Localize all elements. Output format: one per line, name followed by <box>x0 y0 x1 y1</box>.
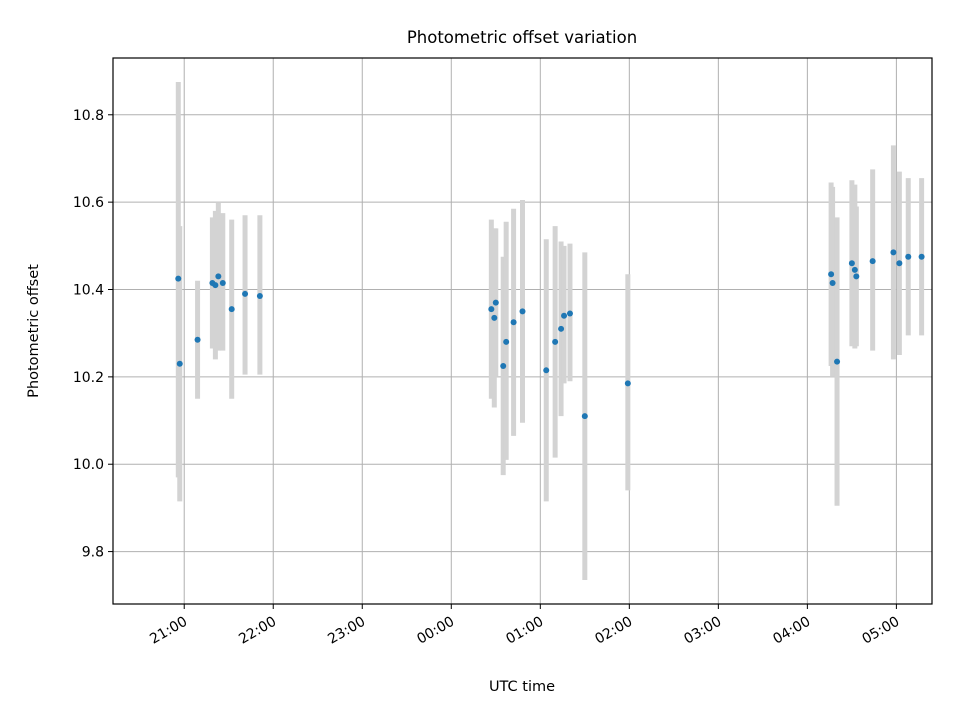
data-point <box>519 308 526 315</box>
data-point <box>212 282 219 289</box>
y-tick-label: 10.2 <box>73 370 104 386</box>
data-point <box>848 260 855 267</box>
data-point <box>890 249 897 256</box>
data-point <box>624 380 631 387</box>
x-tick-label: 05:00 <box>859 614 902 648</box>
data-point <box>918 253 925 260</box>
data-point <box>492 299 499 306</box>
data-point <box>905 253 912 260</box>
data-point <box>488 306 495 313</box>
data-point <box>256 293 263 300</box>
data-point <box>228 306 235 313</box>
data-point <box>503 338 510 345</box>
data-point <box>896 260 903 267</box>
y-tick-label: 10.8 <box>73 108 104 124</box>
data-point <box>242 290 249 297</box>
data-point <box>500 362 507 369</box>
data-point <box>829 279 836 286</box>
data-point <box>834 358 841 365</box>
data-point <box>552 338 559 345</box>
plot-frame <box>112 57 933 605</box>
x-tick-label: 02:00 <box>592 614 635 648</box>
y-tick-label: 10.4 <box>73 283 104 299</box>
data-point <box>215 273 222 280</box>
error-bars <box>175 82 925 580</box>
y-tick-label: 9.8 <box>82 545 104 561</box>
data-point <box>543 367 550 374</box>
data-point <box>175 275 182 282</box>
data-point <box>491 314 498 321</box>
x-tick-label: 01:00 <box>503 614 546 648</box>
data-point <box>853 273 860 280</box>
x-tick-label: 22:00 <box>236 614 279 648</box>
y-tick-label: 10.0 <box>73 457 104 473</box>
data-point <box>510 319 517 326</box>
x-tick-label: 00:00 <box>414 614 457 648</box>
data-point <box>194 336 201 343</box>
data-point <box>851 266 858 273</box>
data-points <box>175 249 925 420</box>
x-tick-label: 21:00 <box>147 614 190 648</box>
y-tick-label: 10.6 <box>73 195 104 211</box>
y-axis-label: Photometric offset <box>26 264 42 398</box>
chart-title: Photometric offset variation <box>407 28 637 47</box>
x-axis-label: UTC time <box>489 679 555 695</box>
data-point <box>561 312 568 319</box>
x-tick-label: 03:00 <box>681 614 724 648</box>
data-point <box>581 413 588 420</box>
x-tick-label: 04:00 <box>770 614 813 648</box>
data-point <box>219 279 226 286</box>
data-point <box>869 258 876 265</box>
data-point <box>828 271 835 278</box>
data-point <box>566 310 573 317</box>
data-point <box>176 360 183 367</box>
x-axis: 21:00 22:00 23:00 00:00 01:00 02:00 03:00 04:00… <box>147 604 902 648</box>
data-point <box>558 325 565 332</box>
y-axis: 9.8 10.0 10.2 10.4 10.6 10.8 <box>73 108 113 561</box>
x-tick-label: 23:00 <box>325 614 368 648</box>
